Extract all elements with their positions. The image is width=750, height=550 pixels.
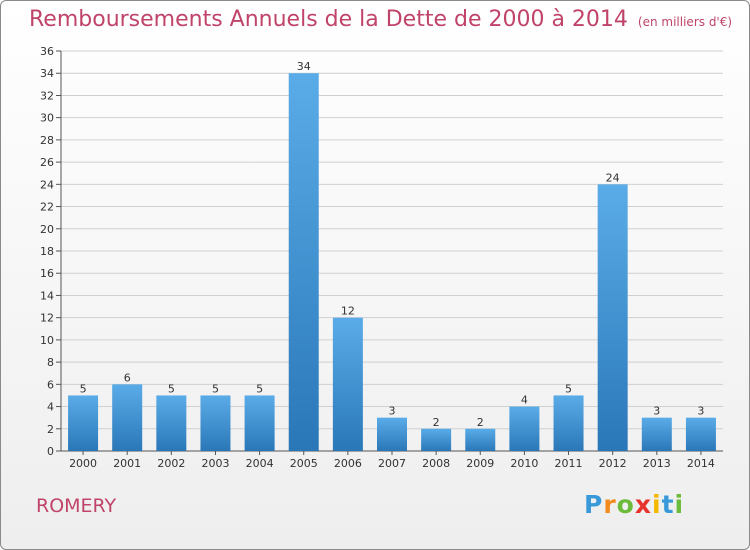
x-tick-label: 2007: [378, 457, 406, 470]
y-tick-label: 0: [47, 445, 54, 458]
logo-letter: x: [634, 490, 652, 519]
bar-2004: [244, 395, 275, 451]
x-tick-label: 2014: [687, 457, 715, 470]
bar-2008: [421, 428, 452, 451]
x-tick-label: 2010: [510, 457, 538, 470]
bar-value-label: 3: [697, 405, 704, 418]
bar-2000: [68, 395, 99, 451]
bar-value-label: 2: [433, 416, 440, 429]
bar-2003: [200, 395, 231, 451]
x-tick-label: 2006: [334, 457, 362, 470]
x-tick-label: 2001: [113, 457, 141, 470]
bar-2006: [332, 317, 363, 451]
bar-2014: [685, 417, 716, 451]
bar-value-label: 4: [521, 394, 528, 407]
bar-2009: [465, 428, 496, 451]
bar-value-label: 5: [80, 382, 87, 395]
x-tick-label: 2000: [69, 457, 97, 470]
y-tick-label: 28: [40, 134, 54, 147]
x-tick-label: 2004: [246, 457, 274, 470]
x-tick-label: 2005: [290, 457, 318, 470]
bar-2010: [509, 406, 540, 451]
chart-title-text: Remboursements Annuels de la Dette de 20…: [29, 7, 628, 32]
bar-value-label: 24: [606, 171, 620, 184]
y-tick-label: 32: [40, 89, 54, 102]
bar-value-label: 3: [653, 405, 660, 418]
commune-name: ROMERY: [36, 495, 117, 517]
y-tick-label: 16: [40, 267, 54, 280]
logo-letter: i: [652, 490, 662, 519]
y-tick-label: 36: [40, 45, 54, 58]
bar-2002: [156, 395, 187, 451]
bar-value-label: 3: [389, 405, 396, 418]
bar-value-label: 5: [168, 382, 175, 395]
x-tick-label: 2003: [201, 457, 229, 470]
y-tick-label: 2: [47, 423, 54, 436]
x-tick-label: 2012: [599, 457, 627, 470]
y-tick-label: 14: [40, 289, 54, 302]
bar-2007: [377, 417, 407, 451]
x-tick-label: 2008: [422, 457, 450, 470]
logo-letter: t: [661, 490, 675, 519]
proxiti-logo[interactable]: Proxiti: [584, 490, 684, 519]
x-tick-label: 2011: [555, 457, 583, 470]
x-tick-label: 2002: [157, 457, 185, 470]
y-tick-label: 18: [40, 245, 54, 258]
bar-2011: [553, 395, 584, 451]
y-tick-label: 26: [40, 156, 54, 169]
y-tick-label: 24: [40, 178, 54, 191]
y-tick-label: 4: [47, 401, 54, 414]
chart-title: Remboursements Annuels de la Dette de 20…: [29, 7, 732, 32]
logo-letter: i: [674, 490, 685, 519]
bar-value-label: 5: [212, 382, 219, 395]
bar-2005: [288, 73, 319, 451]
bar-value-label: 2: [477, 416, 484, 429]
logo-letter: r: [603, 490, 617, 519]
bar-2012: [597, 184, 628, 452]
logo-letter: P: [584, 490, 604, 519]
bar-2001: [112, 384, 143, 451]
x-tick-label: 2009: [466, 457, 494, 470]
x-tick-label: 2013: [643, 457, 671, 470]
y-tick-label: 34: [40, 67, 54, 80]
bar-value-label: 6: [124, 371, 131, 384]
y-tick-label: 6: [47, 378, 54, 391]
y-tick-label: 20: [40, 223, 54, 236]
y-tick-label: 22: [40, 201, 54, 214]
bar-value-label: 12: [341, 305, 355, 318]
y-tick-label: 8: [47, 356, 54, 369]
y-tick-label: 10: [40, 334, 54, 347]
chart-subtitle: (en milliers d'€): [637, 15, 733, 29]
bar-value-label: 34: [297, 60, 311, 73]
y-tick-label: 30: [40, 112, 54, 125]
bar-value-label: 5: [565, 382, 572, 395]
bar-value-label: 5: [256, 382, 263, 395]
logo-letter: o: [616, 490, 635, 519]
bar-2013: [641, 417, 672, 451]
y-tick-label: 12: [40, 312, 54, 325]
